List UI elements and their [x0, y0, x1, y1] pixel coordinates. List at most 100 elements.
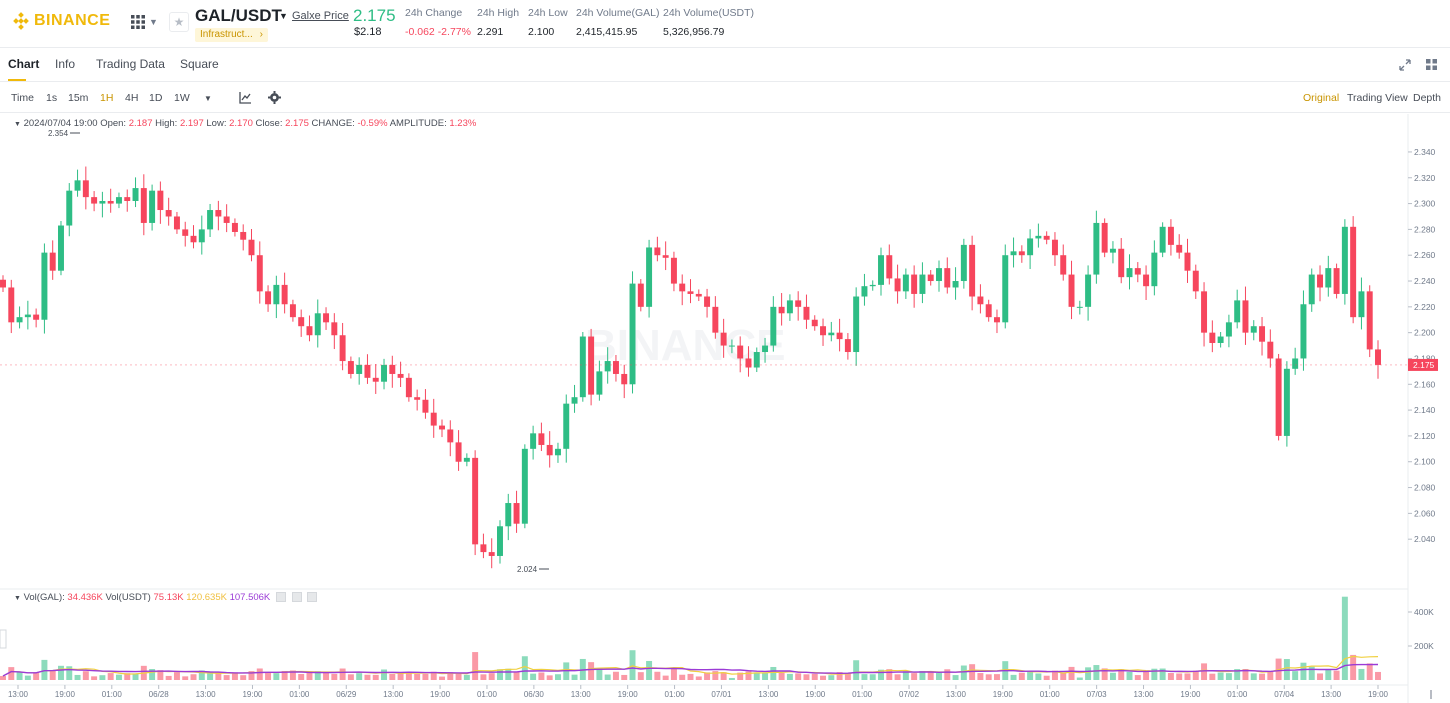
volume-bar[interactable]: [1027, 672, 1034, 680]
candle-body[interactable]: [207, 210, 214, 230]
candle-body[interactable]: [1109, 248, 1116, 253]
volume-bar[interactable]: [439, 676, 445, 680]
favorite-star-button[interactable]: ★: [169, 12, 189, 32]
volume-bar[interactable]: [803, 674, 810, 680]
volume-bar[interactable]: [405, 671, 412, 680]
volume-bar[interactable]: [66, 666, 73, 680]
volume-bar[interactable]: [637, 672, 644, 680]
candle-body[interactable]: [99, 200, 106, 204]
candle-body[interactable]: [281, 284, 288, 305]
volume-bar[interactable]: [720, 672, 727, 680]
candle-body[interactable]: [695, 293, 702, 297]
volume-bar[interactable]: [1101, 668, 1108, 680]
candle-body[interactable]: [74, 180, 81, 191]
volume-bar[interactable]: [902, 671, 909, 680]
candle-body[interactable]: [1167, 226, 1174, 245]
category-tag[interactable]: Infrastruct... ›: [195, 28, 268, 42]
candle-body[interactable]: [140, 188, 147, 223]
candle-body[interactable]: [1093, 222, 1100, 275]
volume-bar[interactable]: [712, 671, 719, 680]
volume-bar[interactable]: [24, 675, 31, 680]
volume-bar[interactable]: [198, 670, 205, 680]
volume-bar[interactable]: [463, 674, 470, 680]
candle-body[interactable]: [969, 244, 976, 297]
candle-body[interactable]: [687, 291, 694, 294]
volume-bar[interactable]: [58, 665, 64, 680]
volume-bar[interactable]: [778, 672, 785, 680]
candle-body[interactable]: [1209, 332, 1216, 343]
candle-body[interactable]: [637, 283, 644, 307]
volume-bar[interactable]: [513, 671, 520, 680]
volume-bar[interactable]: [936, 673, 942, 680]
candle-body[interactable]: [149, 190, 156, 223]
candle-body[interactable]: [869, 284, 876, 287]
candle-body[interactable]: [364, 364, 371, 378]
candle-body[interactable]: [49, 252, 56, 271]
volume-bar[interactable]: [861, 674, 868, 680]
candle-body[interactable]: [728, 345, 735, 347]
volume-bar[interactable]: [927, 672, 934, 680]
volume-bar[interactable]: [662, 675, 669, 680]
volume-bar[interactable]: [1209, 673, 1216, 680]
volume-bar[interactable]: [695, 676, 702, 680]
candle-body[interactable]: [579, 336, 586, 398]
candle-body[interactable]: [836, 332, 843, 340]
candle-body[interactable]: [356, 364, 363, 374]
candle-body[interactable]: [1308, 274, 1315, 305]
candle-body[interactable]: [985, 304, 992, 318]
volume-bar[interactable]: [414, 673, 421, 680]
view-trading-view[interactable]: Trading View: [1347, 92, 1408, 104]
volume-bar[interactable]: [215, 672, 222, 680]
candle-body[interactable]: [306, 326, 313, 336]
pair-symbol[interactable]: GAL/USDT: [195, 6, 282, 25]
volume-bar[interactable]: [364, 674, 371, 680]
volume-bar[interactable]: [878, 669, 884, 680]
apps-menu-button[interactable]: ▼: [131, 15, 158, 29]
volume-bar[interactable]: [356, 673, 363, 680]
volume-bar[interactable]: [1267, 671, 1274, 680]
candle-body[interactable]: [455, 442, 462, 462]
volume-bar[interactable]: [497, 669, 503, 680]
candle-body[interactable]: [1051, 239, 1058, 256]
volume-bar[interactable]: [16, 672, 23, 680]
candle-body[interactable]: [256, 255, 263, 292]
pane-handle[interactable]: [0, 629, 7, 649]
candle-body[interactable]: [107, 200, 114, 204]
candle-body[interactable]: [1217, 336, 1224, 343]
candle-body[interactable]: [132, 188, 139, 201]
candle-body[interactable]: [1010, 251, 1017, 256]
volume-bar[interactable]: [786, 673, 793, 680]
candle-body[interactable]: [546, 444, 553, 456]
volume-bar[interactable]: [538, 672, 545, 680]
volume-bar[interactable]: [1217, 672, 1224, 680]
candle-body[interactable]: [753, 352, 760, 368]
candle-body[interactable]: [339, 335, 346, 362]
candle-body[interactable]: [182, 229, 189, 236]
volume-bar[interactable]: [1118, 669, 1125, 680]
view-original[interactable]: Original: [1303, 92, 1340, 104]
candle-body[interactable]: [588, 336, 595, 395]
volume-bar[interactable]: [1333, 670, 1340, 680]
candle-body[interactable]: [530, 433, 537, 449]
volume-bar[interactable]: [646, 660, 653, 680]
volume-bar[interactable]: [969, 664, 976, 680]
interval-1s[interactable]: 1s: [46, 92, 58, 104]
candle-body[interactable]: [944, 268, 951, 288]
candle-body[interactable]: [521, 448, 528, 524]
candle-body[interactable]: [1134, 268, 1141, 275]
candle-body[interactable]: [646, 247, 653, 307]
volume-bar[interactable]: [49, 670, 56, 680]
volume-bar[interactable]: [612, 671, 619, 680]
volume-bar[interactable]: [1109, 672, 1116, 680]
volume-bar[interactable]: [1134, 675, 1141, 680]
binance-logo[interactable]: BINANCE: [12, 12, 110, 30]
candle-body[interactable]: [240, 231, 247, 240]
interval-4h[interactable]: 4H: [125, 92, 139, 104]
volume-bar[interactable]: [1167, 673, 1174, 680]
candle-body[interactable]: [902, 274, 909, 292]
volume-bar[interactable]: [993, 674, 1000, 680]
candle-body[interactable]: [347, 361, 354, 374]
settings-icon[interactable]: [291, 592, 302, 603]
volume-bar[interactable]: [8, 667, 15, 680]
volume-bar[interactable]: [919, 670, 926, 680]
